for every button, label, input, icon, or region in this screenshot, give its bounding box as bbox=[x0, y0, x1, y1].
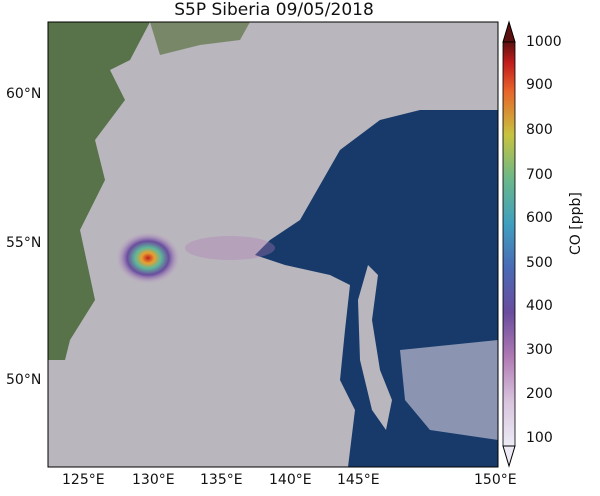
lat-label: 55°N bbox=[6, 235, 42, 251]
colorbar-tick: 900 bbox=[526, 77, 553, 93]
lon-label: 140°E bbox=[269, 472, 312, 488]
lat-label: 50°N bbox=[6, 372, 42, 388]
colorbar-tick: 300 bbox=[526, 342, 553, 358]
map-area bbox=[47, 21, 499, 468]
colorbar-label: CO [ppb] bbox=[568, 192, 584, 255]
lon-label: 150°E bbox=[474, 472, 517, 488]
lon-label: 125°E bbox=[62, 472, 105, 488]
sea-cloud bbox=[400, 340, 498, 440]
lon-label: 135°E bbox=[200, 472, 243, 488]
colorbar-tick: 600 bbox=[526, 210, 553, 226]
forest-region bbox=[48, 22, 150, 360]
lon-label: 130°E bbox=[132, 472, 175, 488]
colorbar-tick: 500 bbox=[526, 255, 553, 271]
forest-region-north bbox=[150, 22, 250, 55]
colorbar-tick: 200 bbox=[526, 386, 553, 402]
colorbar-tick: 400 bbox=[526, 298, 553, 314]
colorbar-tick: 1000 bbox=[526, 34, 562, 50]
lat-label: 60°N bbox=[6, 86, 42, 102]
colorbar-tick: 800 bbox=[526, 122, 553, 138]
colorbar bbox=[502, 20, 516, 468]
colorbar-tick: 100 bbox=[526, 430, 553, 446]
co-plume bbox=[116, 232, 180, 284]
sakhalin-island bbox=[358, 265, 392, 430]
co-plume-east bbox=[185, 236, 275, 260]
map-title: S5P Siberia 09/05/2018 bbox=[174, 0, 374, 20]
colorbar-tick: 700 bbox=[526, 167, 553, 183]
lon-label: 145°E bbox=[337, 472, 380, 488]
